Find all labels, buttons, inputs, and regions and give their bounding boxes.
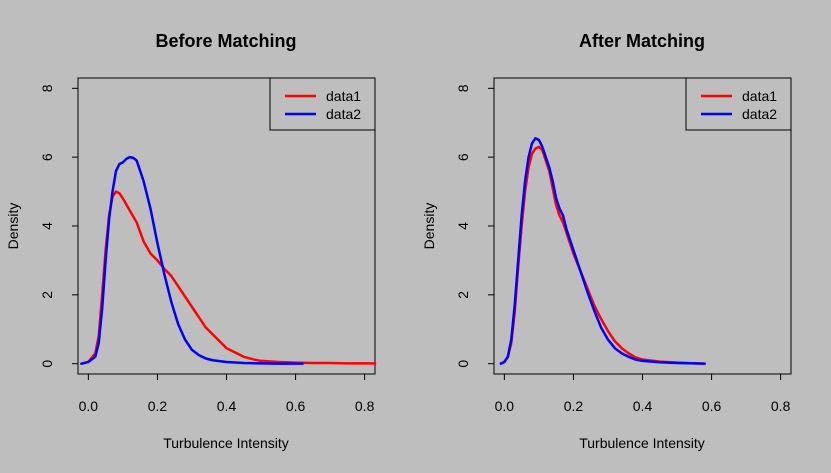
y-axis-label: Density: [421, 203, 437, 250]
x-tick-label: 0.0: [79, 398, 99, 414]
y-tick-label: 6: [39, 153, 55, 161]
density-lines: [499, 136, 706, 365]
y-tick-label: 2: [39, 291, 55, 299]
density-lines: [80, 155, 377, 365]
legend: data1 data2: [269, 77, 376, 131]
legend-box: [269, 77, 376, 131]
y-tick-label: 6: [455, 153, 471, 161]
x-tick-label: 0.8: [355, 398, 375, 414]
x-axis-label: Turbulence Intensity: [579, 435, 705, 451]
y-tick-label: 8: [39, 84, 55, 92]
y-tick-label: 0: [39, 360, 55, 368]
after-matching-panel: After Matching Turbulence Intensity Dens…: [421, 31, 792, 451]
x-axis-label: Turbulence Intensity: [163, 435, 289, 451]
y-axis: 0 2 4 6 8: [455, 84, 494, 368]
x-tick-label: 0.4: [633, 398, 653, 414]
y-tick-label: 2: [455, 291, 471, 299]
chart-title: Before Matching: [155, 31, 296, 51]
y-tick-label: 4: [39, 222, 55, 230]
y-tick-label: 4: [455, 222, 471, 230]
legend-label-data1: data1: [742, 88, 777, 104]
x-tick-label: 0.6: [286, 398, 306, 414]
x-tick-label: 0.2: [564, 398, 584, 414]
y-tick-label: 0: [455, 360, 471, 368]
legend-label-data2: data2: [326, 106, 361, 122]
series-line-data2: [80, 155, 304, 365]
x-tick-label: 0.8: [771, 398, 791, 414]
legend-box: [685, 77, 792, 131]
x-tick-label: 0.6: [702, 398, 722, 414]
legend-label-data1: data1: [326, 88, 361, 104]
before-matching-panel: Before Matching Turbulence Intensity Den…: [5, 31, 377, 451]
y-axis: 0 2 4 6 8: [39, 84, 78, 368]
legend: data1 data2: [685, 77, 792, 131]
x-axis: 0.0 0.2 0.4 0.6 0.8: [79, 374, 375, 414]
y-axis-label: Density: [5, 203, 21, 250]
legend-label-data2: data2: [742, 106, 777, 122]
x-tick-label: 0.2: [148, 398, 168, 414]
series-line-data2: [499, 136, 706, 365]
x-tick-label: 0.0: [495, 398, 515, 414]
x-tick-label: 0.4: [217, 398, 237, 414]
x-axis: 0.0 0.2 0.4 0.6 0.8: [495, 374, 791, 414]
chart-title: After Matching: [579, 31, 705, 51]
y-tick-label: 8: [455, 84, 471, 92]
